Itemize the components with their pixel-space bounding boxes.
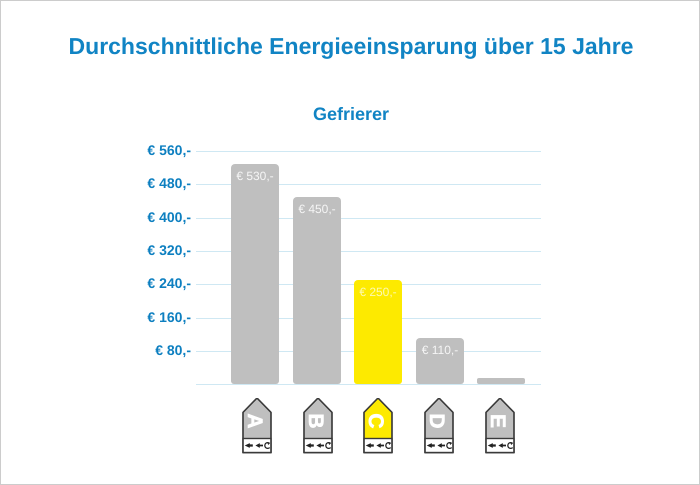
svg-text:B: B	[304, 413, 327, 428]
svg-text:C: C	[364, 413, 387, 428]
svg-text:E: E	[486, 414, 509, 428]
svg-text:A: A	[243, 413, 266, 428]
svg-text:D: D	[425, 413, 448, 428]
